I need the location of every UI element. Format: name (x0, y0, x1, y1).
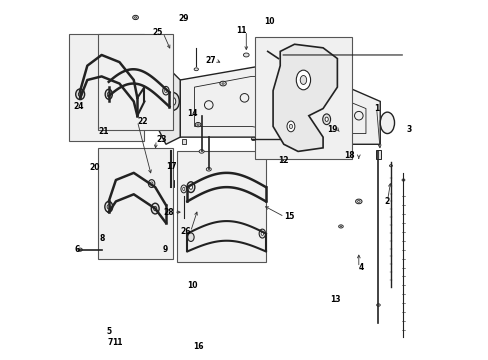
Ellipse shape (153, 206, 157, 211)
Ellipse shape (322, 114, 330, 125)
Ellipse shape (389, 165, 391, 167)
Ellipse shape (197, 124, 199, 125)
Bar (182, 139, 185, 144)
Ellipse shape (78, 248, 82, 251)
Ellipse shape (339, 226, 341, 227)
Ellipse shape (195, 122, 201, 127)
Ellipse shape (251, 137, 255, 140)
Text: 10: 10 (264, 17, 274, 26)
Ellipse shape (261, 232, 263, 235)
Ellipse shape (243, 53, 248, 57)
Circle shape (318, 104, 326, 113)
PathPatch shape (272, 44, 337, 152)
Ellipse shape (376, 304, 380, 306)
Ellipse shape (134, 17, 136, 18)
Ellipse shape (222, 83, 224, 84)
FancyBboxPatch shape (176, 152, 265, 262)
Bar (168, 180, 173, 187)
Ellipse shape (164, 89, 167, 93)
Text: 29: 29 (178, 14, 189, 23)
Ellipse shape (199, 150, 203, 153)
Ellipse shape (170, 98, 175, 105)
Ellipse shape (296, 70, 310, 90)
Text: 12: 12 (278, 156, 288, 165)
Text: 2: 2 (384, 197, 389, 206)
Ellipse shape (126, 75, 134, 85)
Ellipse shape (132, 15, 138, 19)
Ellipse shape (380, 112, 394, 134)
Text: 23: 23 (156, 135, 166, 144)
Ellipse shape (300, 76, 306, 85)
PathPatch shape (159, 66, 180, 144)
Ellipse shape (259, 229, 265, 238)
Ellipse shape (148, 180, 155, 188)
Text: 22: 22 (137, 117, 147, 126)
Ellipse shape (150, 182, 153, 185)
Ellipse shape (128, 78, 132, 82)
Text: 14: 14 (187, 109, 198, 118)
Ellipse shape (401, 179, 404, 181)
Ellipse shape (105, 89, 112, 99)
Circle shape (275, 94, 284, 102)
Ellipse shape (189, 185, 192, 189)
Ellipse shape (194, 68, 198, 71)
Text: 5: 5 (106, 327, 111, 336)
Circle shape (204, 101, 213, 109)
Ellipse shape (325, 117, 327, 121)
PathPatch shape (180, 66, 380, 144)
Ellipse shape (220, 81, 226, 86)
Text: 11: 11 (112, 338, 123, 347)
Ellipse shape (78, 92, 82, 96)
Text: 8: 8 (100, 234, 105, 243)
Text: 4: 4 (358, 263, 364, 272)
FancyBboxPatch shape (98, 33, 173, 130)
Ellipse shape (357, 201, 359, 202)
Text: 21: 21 (98, 127, 108, 136)
Ellipse shape (286, 121, 294, 132)
Text: 26: 26 (180, 227, 190, 236)
Ellipse shape (169, 152, 173, 155)
Text: 20: 20 (89, 163, 99, 172)
FancyBboxPatch shape (98, 148, 173, 258)
Ellipse shape (355, 199, 361, 204)
Ellipse shape (289, 124, 292, 129)
Text: 27: 27 (205, 56, 216, 65)
Ellipse shape (206, 167, 211, 171)
Text: 7: 7 (108, 338, 113, 347)
Text: 28: 28 (163, 208, 173, 217)
Ellipse shape (186, 182, 194, 193)
Ellipse shape (187, 233, 194, 242)
Text: 10: 10 (187, 281, 198, 290)
Text: 9: 9 (162, 245, 167, 254)
Ellipse shape (76, 89, 84, 100)
Ellipse shape (104, 202, 112, 212)
Ellipse shape (263, 49, 267, 52)
Ellipse shape (338, 225, 343, 228)
Text: 24: 24 (73, 102, 83, 111)
Text: 11: 11 (235, 26, 246, 35)
Circle shape (354, 111, 363, 120)
Text: 15: 15 (284, 212, 294, 221)
Text: 16: 16 (192, 342, 203, 351)
Text: 1: 1 (373, 104, 379, 113)
Text: 17: 17 (165, 162, 176, 171)
FancyBboxPatch shape (255, 37, 351, 158)
Text: 18: 18 (343, 151, 354, 160)
Ellipse shape (166, 93, 179, 111)
Text: 19: 19 (326, 125, 337, 134)
Ellipse shape (107, 204, 110, 209)
Text: 6: 6 (75, 245, 80, 254)
FancyBboxPatch shape (69, 33, 144, 141)
Ellipse shape (163, 86, 169, 95)
Text: 13: 13 (329, 295, 340, 304)
Ellipse shape (183, 187, 184, 190)
Text: 3: 3 (406, 126, 410, 135)
Ellipse shape (151, 203, 159, 214)
Ellipse shape (107, 92, 110, 96)
Ellipse shape (181, 185, 186, 193)
Circle shape (240, 94, 248, 102)
Bar (375, 150, 380, 158)
Text: 25: 25 (152, 28, 163, 37)
